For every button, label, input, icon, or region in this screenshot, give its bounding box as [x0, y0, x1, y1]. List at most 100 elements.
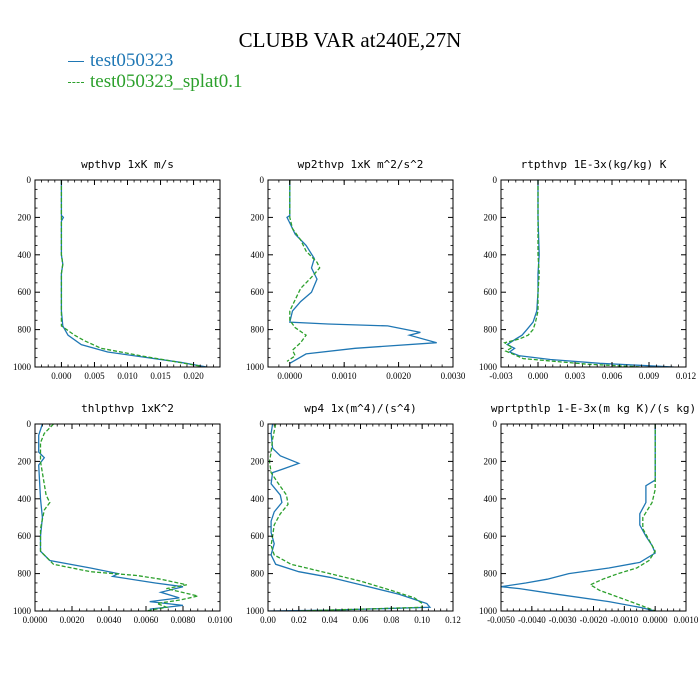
y-tick-label: 0 [260, 419, 265, 429]
panel-2: wp2thvp 1xK m^2/s^2 0 200 400 600 800 1000 0.00… [246, 158, 466, 381]
y-tick-label: 200 [484, 456, 498, 466]
y-tick-label: 200 [251, 212, 265, 222]
x-tick-label: 0.000 [528, 371, 549, 381]
y-tick-label: 1000 [246, 606, 265, 616]
y-tick-label: 600 [484, 287, 498, 297]
x-tick-label: -0.0030 [549, 615, 577, 625]
x-tick-label: 0.0080 [171, 615, 196, 625]
y-tick-label: 0 [27, 175, 32, 185]
x-tick-label: 0.0000 [277, 371, 302, 381]
legend-swatch-solid [68, 61, 84, 63]
x-tick-label: 0.009 [639, 371, 660, 381]
x-tick-label: 0.02 [291, 615, 307, 625]
y-tick-label: 1000 [246, 362, 265, 372]
series-line-splat [286, 180, 321, 362]
y-tick-label: 1000 [479, 362, 498, 372]
y-tick-label: 200 [484, 212, 498, 222]
plot-frame [34, 179, 221, 368]
x-tick-label: 0.06 [353, 615, 369, 625]
y-tick-label: 800 [18, 569, 32, 579]
legend-item-test050323-splat: test050323_splat0.1 [68, 71, 243, 93]
panel-title: wp2thvp 1xK m^2/s^2 [298, 158, 424, 171]
x-tick-label: 0.000 [51, 371, 72, 381]
figure-title: CLUBB VAR at240E,27N [238, 28, 462, 52]
plot-frame [34, 423, 221, 612]
y-tick-label: 1000 [13, 362, 32, 372]
y-tick-label: 600 [251, 531, 265, 541]
plot-frame [500, 179, 687, 368]
x-tick-label: 0.0010 [674, 615, 699, 625]
y-tick-label: 600 [18, 287, 32, 297]
y-tick-label: 800 [484, 569, 498, 579]
panel-title: thlpthvp 1xK^2 [81, 402, 174, 415]
x-tick-label: 0.0020 [386, 371, 411, 381]
x-tick-label: 0.0010 [332, 371, 357, 381]
x-tick-label: 0.04 [322, 615, 338, 625]
x-tick-label: 0.10 [414, 615, 430, 625]
x-tick-label: 0.0030 [441, 371, 466, 381]
panel-title: wprtpthlp 1-E-3x(m kg K)/(s kg) [491, 402, 696, 415]
x-tick-label: -0.003 [489, 371, 513, 381]
series-line-base [501, 424, 657, 611]
x-tick-label: 0.010 [117, 371, 138, 381]
legend-item-test050323: test050323 [68, 50, 173, 72]
y-tick-label: 600 [18, 531, 32, 541]
y-tick-label: 0 [493, 175, 498, 185]
y-tick-label: 0 [27, 419, 32, 429]
series-line-splat [268, 424, 423, 611]
x-tick-label: 0.020 [183, 371, 204, 381]
series-line-base [286, 180, 437, 364]
panel-6: wprtpthlp 1-E-3x(m kg K)/(s kg) 0 200 400 60… [479, 402, 699, 625]
panel-title: rtpthvp 1E-3x(kg/kg) K [521, 158, 667, 171]
y-tick-label: 800 [251, 325, 265, 335]
series-line-base [268, 424, 432, 611]
x-tick-label: -0.0020 [580, 615, 608, 625]
y-tick-label: 400 [18, 494, 32, 504]
legend-swatch-dashed [68, 82, 84, 84]
x-tick-label: 0.12 [445, 615, 461, 625]
plot-frame [267, 423, 454, 612]
y-tick-label: 600 [484, 531, 498, 541]
series-line-base [60, 180, 207, 367]
series-line-splat [60, 180, 201, 367]
y-tick-label: 400 [18, 250, 32, 260]
x-tick-label: -0.0050 [487, 615, 515, 625]
legend-label: test050323 [90, 50, 174, 71]
panel-1: wpthvp 1xK m/s 0 200 400 600 800 1000 0.000 0.00… [13, 158, 221, 381]
y-tick-label: 1000 [479, 606, 498, 616]
x-tick-label: 0.015 [150, 371, 171, 381]
x-tick-label: 0.00 [260, 615, 276, 625]
y-tick-label: 600 [251, 287, 265, 297]
series-line-splat [39, 424, 198, 611]
y-tick-label: 800 [484, 325, 498, 335]
legend-label: test050323_splat0.1 [90, 71, 243, 92]
panel-title: wp4 1x(m^4)/(s^4) [304, 402, 417, 415]
y-tick-label: 200 [251, 456, 265, 466]
y-tick-label: 1000 [13, 606, 32, 616]
y-tick-label: 0 [493, 419, 498, 429]
y-tick-label: 400 [484, 250, 498, 260]
y-tick-label: 400 [251, 494, 265, 504]
x-tick-label: 0.003 [565, 371, 586, 381]
x-tick-label: 0.012 [676, 371, 696, 381]
y-tick-label: 200 [18, 212, 32, 222]
x-tick-label: 0.0000 [23, 615, 48, 625]
y-tick-label: 400 [251, 250, 265, 260]
y-tick-label: 400 [484, 494, 498, 504]
x-tick-label: 0.0000 [643, 615, 668, 625]
x-tick-label: -0.0040 [518, 615, 546, 625]
x-tick-label: 0.08 [383, 615, 399, 625]
y-tick-label: 200 [18, 456, 32, 466]
x-tick-label: 0.0040 [97, 615, 122, 625]
x-tick-label: 0.0100 [208, 615, 233, 625]
series-line-base [505, 180, 674, 367]
x-tick-label: 0.006 [602, 371, 623, 381]
x-tick-label: -0.0010 [610, 615, 638, 625]
y-tick-label: 800 [18, 325, 32, 335]
y-tick-label: 0 [260, 175, 265, 185]
y-tick-label: 800 [251, 569, 265, 579]
series-line-splat [589, 424, 656, 611]
x-tick-label: 0.005 [84, 371, 105, 381]
